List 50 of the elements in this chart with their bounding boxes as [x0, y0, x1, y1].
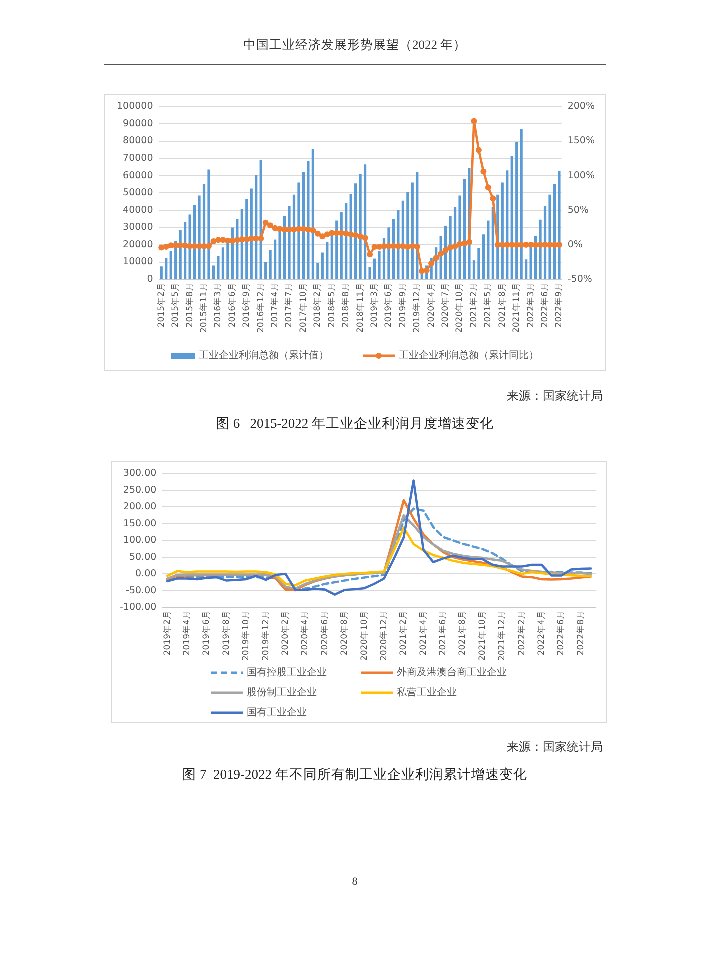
y-tick-label: 250.00 — [123, 484, 157, 496]
x-tick-label: 2022年2月 — [516, 610, 528, 656]
x-tick-label: 2021年4月 — [418, 610, 429, 656]
x-tick-label: 2019年10月 — [240, 610, 252, 662]
y-tick-label: 200.00 — [123, 502, 157, 513]
y-tick-label: 30000 — [123, 222, 154, 234]
x-tick-label: 2019年8月 — [220, 610, 232, 656]
y-tick-label: 10000 — [123, 256, 154, 268]
legend-label: 外商及港澳台商工业企业 — [397, 666, 507, 679]
y-tick-label: 60000 — [123, 170, 154, 182]
y-tick-label: 20000 — [123, 239, 154, 250]
text: 图 7 2019-2022 年不同所有制工业企业利润累计增速变化 — [182, 767, 528, 784]
x-tick-label: 2022年6月 — [556, 610, 567, 656]
x-tick-label: 2019年2月 — [162, 610, 173, 656]
y-tick-label: -50.00 — [126, 585, 157, 596]
y-tick-label: 100.00 — [123, 535, 157, 546]
x-tick-label: 2021年12月 — [496, 610, 508, 662]
legend-label: 国有控股工业企业 — [247, 666, 327, 679]
y-tick-label: -100.00 — [120, 602, 157, 614]
y-tick-label: 50.00 — [129, 552, 157, 563]
x-tick-label: 2020年2月 — [280, 610, 291, 656]
x-tick-label: 2020年6月 — [319, 610, 330, 656]
x-tick-label: 2021年10月 — [476, 610, 488, 662]
x-tick-label: 2020年10月 — [358, 610, 370, 662]
x-tick-label: 2021年2月 — [398, 610, 410, 656]
y-tick-label: 90000 — [123, 118, 154, 130]
legend-label: 私营工业企业 — [397, 686, 457, 699]
x-tick-label: 2019年6月 — [201, 610, 212, 656]
y-tick-label: 50000 — [123, 188, 154, 199]
legend-label: 国有工业企业 — [247, 706, 307, 719]
y-tick-label: 80000 — [123, 136, 154, 147]
y-tick-label: 0.00 — [136, 568, 157, 580]
x-tick-label: 2022年4月 — [536, 610, 548, 656]
x-tick-label: 2021年6月 — [438, 610, 449, 656]
legend-label: 股份制工业企业 — [247, 686, 317, 699]
y-tick-label: 70000 — [123, 153, 154, 164]
x-tick-label: 2022年8月 — [575, 610, 586, 656]
text: 8 — [352, 876, 358, 890]
y-tick-label: 100000 — [117, 101, 154, 112]
source-note: 来源：国家统计局 — [507, 740, 603, 754]
y-tick-label: 40000 — [123, 204, 154, 216]
x-tick-label: 2020年8月 — [339, 610, 350, 656]
x-tick-label: 2019年4月 — [181, 610, 192, 656]
y-tick-label: 150.00 — [123, 518, 157, 530]
x-tick-label: 2021年8月 — [457, 610, 468, 656]
x-tick-label: 2019年12月 — [260, 610, 272, 662]
y-tick-label: 300.00 — [123, 468, 157, 480]
x-tick-label: 2020年12月 — [378, 610, 390, 662]
y-tick-label: 0 — [147, 274, 154, 286]
x-tick-label: 2020年4月 — [300, 610, 311, 656]
